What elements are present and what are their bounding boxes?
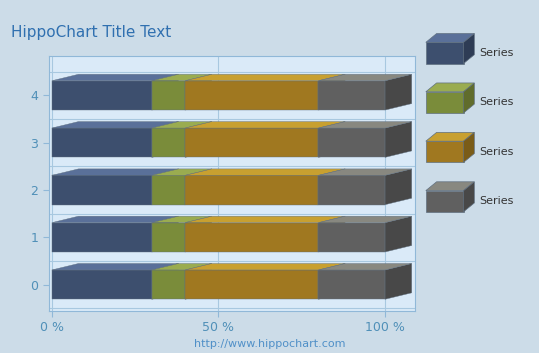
Polygon shape	[152, 121, 178, 157]
Polygon shape	[185, 223, 319, 252]
Polygon shape	[52, 175, 152, 205]
Text: http://www.hippochart.com: http://www.hippochart.com	[194, 340, 345, 349]
Polygon shape	[152, 263, 178, 299]
Polygon shape	[319, 128, 385, 157]
Polygon shape	[152, 74, 212, 81]
Polygon shape	[52, 169, 178, 175]
Polygon shape	[152, 175, 185, 205]
Text: Series: Series	[480, 48, 514, 58]
Polygon shape	[152, 121, 212, 128]
Polygon shape	[319, 223, 385, 252]
Polygon shape	[52, 81, 152, 110]
Polygon shape	[152, 263, 212, 270]
Polygon shape	[319, 81, 385, 110]
Polygon shape	[152, 128, 185, 157]
Text: Series: Series	[480, 147, 514, 157]
Polygon shape	[52, 121, 178, 128]
Polygon shape	[319, 216, 412, 223]
Polygon shape	[319, 121, 412, 128]
Polygon shape	[152, 270, 185, 299]
Polygon shape	[185, 175, 319, 205]
Polygon shape	[152, 74, 178, 110]
Polygon shape	[185, 216, 212, 252]
Polygon shape	[319, 169, 412, 175]
Polygon shape	[152, 223, 185, 252]
Polygon shape	[185, 121, 212, 157]
Polygon shape	[52, 74, 178, 81]
Polygon shape	[52, 263, 178, 270]
Polygon shape	[52, 216, 178, 223]
Text: HippoChart Title Text: HippoChart Title Text	[11, 25, 171, 40]
Polygon shape	[52, 223, 152, 252]
Polygon shape	[319, 175, 385, 205]
Polygon shape	[185, 216, 345, 223]
Text: Series: Series	[480, 97, 514, 107]
Polygon shape	[185, 74, 212, 110]
Polygon shape	[319, 270, 385, 299]
Polygon shape	[319, 169, 345, 205]
Polygon shape	[385, 169, 412, 205]
Polygon shape	[152, 216, 212, 223]
Polygon shape	[152, 169, 178, 205]
Polygon shape	[152, 169, 212, 175]
Polygon shape	[185, 270, 319, 299]
Polygon shape	[385, 216, 412, 252]
Polygon shape	[319, 121, 345, 157]
Text: Series: Series	[480, 196, 514, 206]
Polygon shape	[319, 216, 345, 252]
Polygon shape	[385, 263, 412, 299]
Polygon shape	[52, 270, 152, 299]
Polygon shape	[385, 121, 412, 157]
Polygon shape	[185, 263, 212, 299]
Polygon shape	[319, 263, 412, 270]
Polygon shape	[319, 74, 412, 81]
Polygon shape	[185, 263, 345, 270]
Polygon shape	[185, 169, 345, 175]
Polygon shape	[319, 263, 345, 299]
Polygon shape	[152, 216, 178, 252]
Polygon shape	[185, 81, 319, 110]
Polygon shape	[52, 128, 152, 157]
Polygon shape	[185, 121, 345, 128]
Polygon shape	[385, 74, 412, 110]
Polygon shape	[185, 128, 319, 157]
Polygon shape	[185, 169, 212, 205]
Polygon shape	[152, 81, 185, 110]
Polygon shape	[185, 74, 345, 81]
Polygon shape	[319, 74, 345, 110]
